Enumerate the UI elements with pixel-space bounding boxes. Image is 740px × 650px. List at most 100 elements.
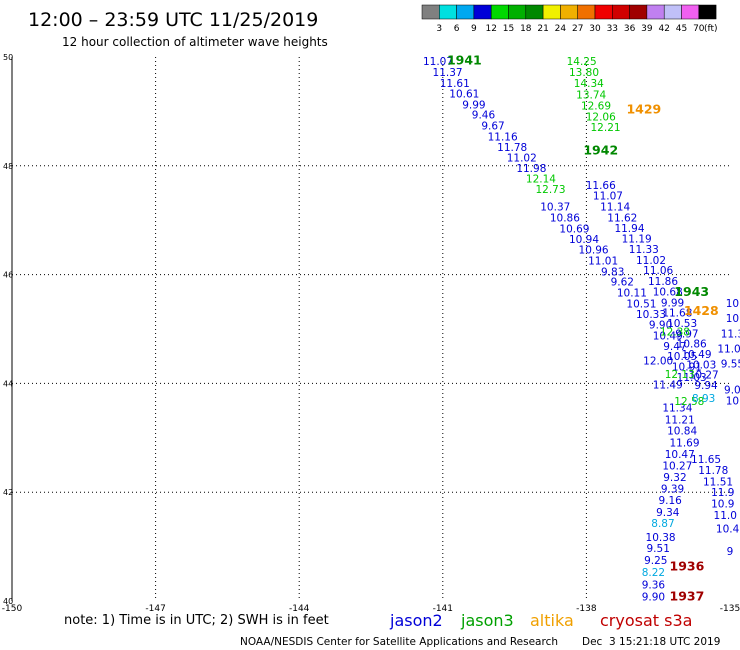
wave-height-label-jason2: 10.61 — [449, 88, 479, 100]
wave-height-label-jason2: 10.27 — [662, 461, 692, 473]
satellite-legend-altika: altika — [530, 611, 574, 630]
wave-height-label-jason3: 12.06 — [586, 111, 616, 123]
wave-height-label-jason2: 10.03 — [686, 359, 716, 371]
latitude-axis: 40 42 44 46 48 50 — [3, 53, 13, 606]
wave-height-label-jason2: 10.69 — [559, 223, 589, 235]
satellite-legend-jason2: jason2 — [389, 611, 443, 630]
satellite-legend-jason3: jason3 — [460, 611, 514, 630]
wave-height-label-jason2: 10.38 — [646, 532, 676, 544]
color-swatch — [456, 4, 475, 20]
pass-number-label: 1428 — [684, 303, 719, 318]
wave-height-label-jason3: 12.58 — [674, 396, 704, 408]
wave-height-label-jason2: 9.32 — [663, 472, 686, 484]
wave-height-label-jason3: 12.73 — [535, 184, 565, 196]
color-swatch — [612, 4, 630, 20]
color-scale-label: 6 — [454, 24, 460, 34]
color-scale-label: 27 — [572, 24, 583, 34]
wave-height-label-jason2: 11.06 — [643, 265, 673, 277]
wave-height-label-jason2: 9.16 — [658, 495, 682, 507]
lat-lon-grid — [12, 57, 730, 601]
wave-height-label-jason3: 12.21 — [591, 122, 621, 134]
footer-note: note: 1) Time is in UTC; 2) SWH is in fe… — [64, 613, 329, 628]
wave-height-label-jason2: 10.27 — [689, 370, 719, 382]
color-scale-legend: 3 6 9 12 15 18 21 24 27 30 33 36 39 42 45 70 — [421, 4, 717, 34]
x-tick-label: -141 — [433, 604, 453, 614]
y-tick-label: 50 — [3, 53, 13, 62]
color-swatch — [629, 4, 648, 20]
wave-height-label-altika: 8.93 — [692, 393, 715, 405]
color-swatch — [473, 4, 492, 20]
wave-height-label-jason2: 10.86 — [677, 339, 707, 351]
wave-height-label-jason2: 11.98 — [516, 163, 546, 175]
footer-timestamp: Dec 3 15:21:18 UTC 2019 — [582, 636, 720, 648]
wave-height-label-jason2: 11.34 — [662, 402, 692, 414]
y-tick-label: 40 — [3, 597, 13, 606]
wave-height-label-jason2: 11.69 — [669, 438, 699, 450]
wave-height-label-jason2: 9.67 — [481, 121, 504, 133]
wave-height-label-jason2: 11.37 — [433, 67, 463, 79]
pass-labels: 1941 1942 1429 1943 1428 1936 1937 — [447, 53, 719, 604]
wave-height-label-jason3: 12.38 — [660, 327, 690, 339]
wave-height-label-jason2: 10.05 — [667, 351, 697, 363]
wave-height-label-jason2: 10.91 — [672, 362, 702, 374]
color-swatch — [542, 4, 561, 20]
color-scale-label: 36 — [624, 24, 636, 34]
x-tick-label: -150 — [2, 604, 23, 614]
wave-height-label-jason2: 10.4 — [716, 524, 740, 536]
x-tick-label: -144 — [289, 604, 310, 614]
y-tick-label: 42 — [3, 488, 13, 497]
wave-height-label-jason3: 12.69 — [581, 100, 611, 112]
wave-height-label-jason2: 11.94 — [614, 223, 644, 235]
color-scale-label: 18 — [520, 24, 532, 34]
color-swatch — [439, 4, 457, 20]
color-swatch — [663, 4, 682, 20]
color-swatch — [594, 4, 613, 20]
wave-height-label-jason2: 10.68 — [653, 286, 683, 298]
color-scale-label: 70 — [693, 24, 705, 34]
wave-height-label-jason2: 10 — [726, 313, 739, 325]
wave-height-label-jason2: 10 — [726, 298, 739, 310]
color-scale-label: 30 — [589, 24, 601, 34]
wave-height-label-jason2: 10.53 — [667, 318, 697, 330]
wave-height-label-jason2: 11.65 — [691, 454, 721, 466]
wave-height-label-jason2: 10.86 — [550, 212, 580, 224]
wave-height-label-jason2: 11.01 — [588, 255, 618, 267]
wave-height-label-jason2: 11.33 — [629, 244, 659, 256]
wave-height-label-jason2: 11.66 — [586, 180, 616, 192]
color-swatch — [681, 4, 700, 20]
y-tick-label: 44 — [3, 379, 13, 388]
wave-height-label-jason3: 12.13 — [665, 369, 695, 381]
wave-height-label-jason2: 10.9 — [711, 499, 734, 511]
wave-height-label-jason2: 11.78 — [497, 142, 527, 154]
x-tick-label: -135 — [720, 604, 740, 614]
wave-height-label-jason2: 9.34 — [656, 507, 680, 519]
wave-height-label-jason2: 10.49 — [681, 349, 711, 361]
color-scale-label: 45 — [676, 24, 687, 34]
wave-height-label-jason2: 11.3 — [721, 328, 740, 340]
wave-height-label-jason2: 10.84 — [667, 426, 697, 438]
y-tick-label: 46 — [3, 271, 13, 280]
pass-number-label: 1937 — [670, 589, 705, 604]
wave-height-label-jason2: 11.03 — [677, 372, 707, 384]
longitude-axis: -150 -147 -144 -141 -138 -135 — [2, 604, 740, 614]
wave-height-label-jason2: 11.51 — [703, 476, 733, 488]
wave-height-label-jason3: 14.25 — [567, 56, 597, 68]
wave-height-label-jason2: 9.55 — [721, 358, 740, 370]
color-scale-label: 21 — [537, 24, 548, 34]
color-swatch — [698, 4, 717, 20]
color-swatch — [560, 4, 578, 20]
wave-height-label-jason2: 11.68 — [662, 308, 692, 320]
wave-height-label-jason3: 12.14 — [526, 173, 556, 185]
wave-height-label-jason2: 9.90 — [649, 320, 672, 332]
pass-number-label: 1429 — [626, 102, 661, 117]
x-tick-label: -138 — [576, 604, 597, 614]
wave-height-label-jason2: 9.36 — [642, 580, 666, 592]
wave-height-label-jason2: 10.96 — [579, 245, 609, 257]
wave-height-label-jason3: 14.34 — [574, 78, 604, 90]
color-scale-label: 15 — [503, 24, 514, 34]
pass-number-label: 1943 — [674, 284, 709, 299]
wave-height-label-jason2: 11.21 — [665, 414, 695, 426]
color-scale-label: 42 — [658, 24, 669, 34]
wave-height-label-jason2: 11.9 — [711, 487, 734, 499]
wave-height-label-jason2: 10.49 — [653, 331, 683, 343]
